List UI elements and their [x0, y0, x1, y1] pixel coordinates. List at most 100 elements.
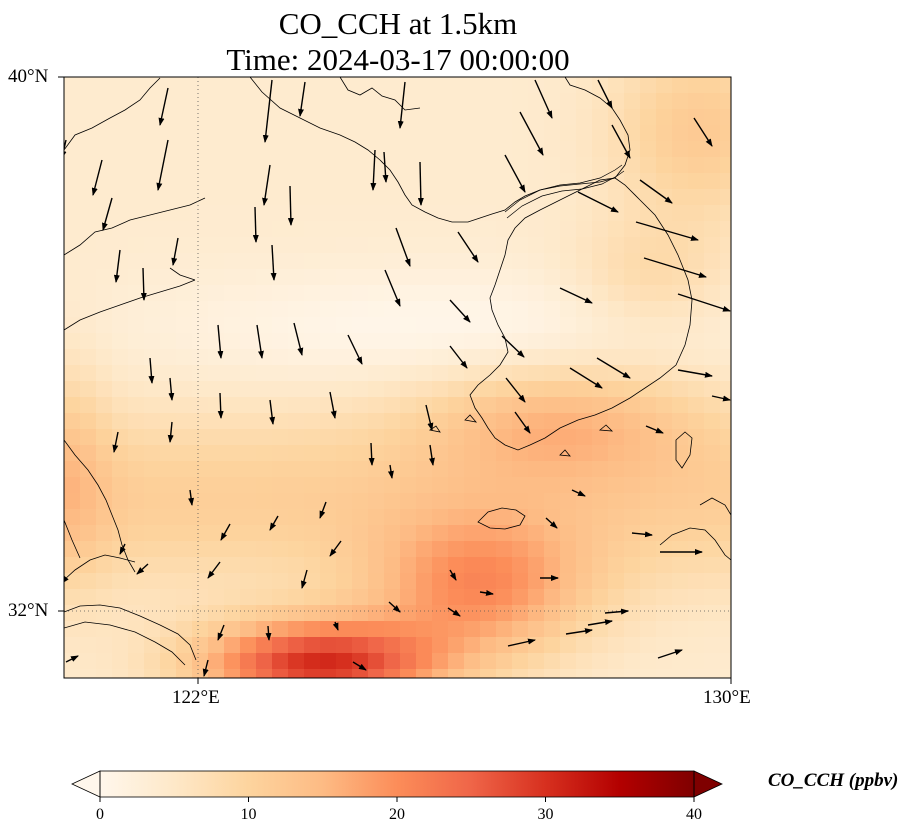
wind-arrow [657, 649, 683, 659]
wind-arrow [559, 287, 593, 304]
map-time: Time: 2024-03-17 00:00:00 [226, 42, 570, 77]
colorbar-tick-40: 40 [686, 806, 702, 823]
map-title: CO_CCH at 1.5km [278, 6, 518, 41]
wind-arrow [136, 563, 149, 575]
wind-arrow [329, 391, 337, 419]
wind-arrow [188, 489, 195, 506]
lon-tick-130e: 130°E [703, 687, 751, 708]
wind-arrow [298, 81, 306, 117]
wind-arrow [269, 515, 279, 531]
wind-vectors [64, 79, 731, 677]
wind-arrow [677, 369, 713, 378]
wind-arrow [645, 425, 664, 434]
colorbar-tick-20: 20 [389, 806, 405, 823]
wind-arrow [265, 625, 272, 641]
wind-arrow [384, 269, 401, 307]
wind-arrow [158, 87, 169, 126]
wind-arrow [447, 607, 461, 617]
wind-arrow [639, 179, 673, 204]
wind-arrow [252, 206, 259, 243]
wind-arrow [587, 619, 613, 626]
wind-arrow [611, 124, 631, 159]
wind-arrow [693, 117, 713, 147]
wind-arrow [370, 149, 377, 191]
wind-arrow [577, 191, 619, 213]
wind-arrow [202, 659, 209, 677]
wind-arrow [565, 628, 593, 635]
wind-arrow [449, 299, 471, 323]
wind-arrow [347, 334, 363, 365]
wind-arrow [256, 324, 264, 359]
wind-arrow [449, 345, 468, 369]
wind-arrow [571, 489, 586, 497]
wind-arrow [596, 357, 631, 379]
wind-arrow [635, 221, 699, 241]
lat-tick-32n: 32°N [8, 600, 49, 621]
wind-arrow [319, 501, 327, 519]
wind-arrow [428, 444, 435, 466]
colorbar-extend-max [693, 770, 723, 798]
wind-arrow [604, 608, 629, 615]
wind-arrow [352, 661, 367, 671]
wind-arrow [140, 267, 147, 301]
wind-arrow [329, 540, 342, 557]
wind-arrow [382, 151, 389, 183]
wind-arrow [167, 421, 174, 443]
wind-arrow [397, 81, 406, 129]
wind-arrow [293, 322, 304, 356]
wind-arrow [505, 377, 526, 403]
wind-arrow [262, 79, 273, 143]
wind-arrow [220, 523, 231, 541]
country-border [504, 164, 625, 219]
wind-arrow [631, 531, 653, 538]
wind-arrow [156, 139, 169, 191]
wind-arrow [65, 655, 79, 663]
wind-arrow [102, 197, 113, 231]
wind-arrow [262, 164, 271, 206]
wind-arrow [287, 185, 294, 226]
wind-arrow [514, 411, 531, 434]
wind-arrow [207, 561, 221, 579]
co-concentration-field [64, 77, 731, 678]
lat-tick-40n: 40°N [8, 66, 49, 87]
wind-arrow [388, 601, 401, 613]
map-frame [63, 76, 732, 679]
wind-arrow [368, 442, 375, 466]
wind-arrow [171, 237, 179, 266]
wind-arrow [148, 357, 155, 384]
wind-arrow [504, 154, 526, 193]
wind-arrow [643, 257, 707, 278]
wind-arrow [113, 249, 121, 283]
wind-arrow [270, 244, 277, 281]
wind-arrow [507, 638, 536, 647]
wind-arrow [168, 377, 175, 401]
wind-arrow [332, 621, 339, 631]
wind-arrow [217, 624, 225, 641]
lon-tick-122e: 122°E [172, 687, 220, 708]
wind-arrow [217, 324, 224, 359]
wind-arrow [395, 227, 411, 267]
wind-arrow [597, 79, 613, 109]
wind-arrow [534, 79, 553, 119]
colorbar-label: CO_CCH (ppbv) [768, 770, 899, 791]
wind-arrow [449, 569, 457, 581]
wind-arrow [300, 569, 308, 589]
wind-arrow [479, 589, 494, 596]
wind-arrow [519, 111, 544, 156]
wind-arrow [91, 159, 103, 196]
wind-arrow [711, 395, 731, 402]
wind-arrow [677, 293, 731, 312]
wind-arrow [64, 575, 69, 584]
wind-arrow [64, 139, 67, 159]
wind-arrow [417, 161, 424, 206]
wind-arrow [457, 231, 479, 263]
wind-arrow [387, 464, 394, 479]
colorbar-tick-30: 30 [537, 806, 554, 823]
wind-arrow [545, 517, 558, 529]
colorbar-tick-10: 10 [240, 806, 257, 823]
wind-arrow [569, 367, 603, 389]
wind-arrow [501, 335, 525, 358]
wind-arrow [119, 543, 126, 555]
colorbar [71, 770, 723, 802]
